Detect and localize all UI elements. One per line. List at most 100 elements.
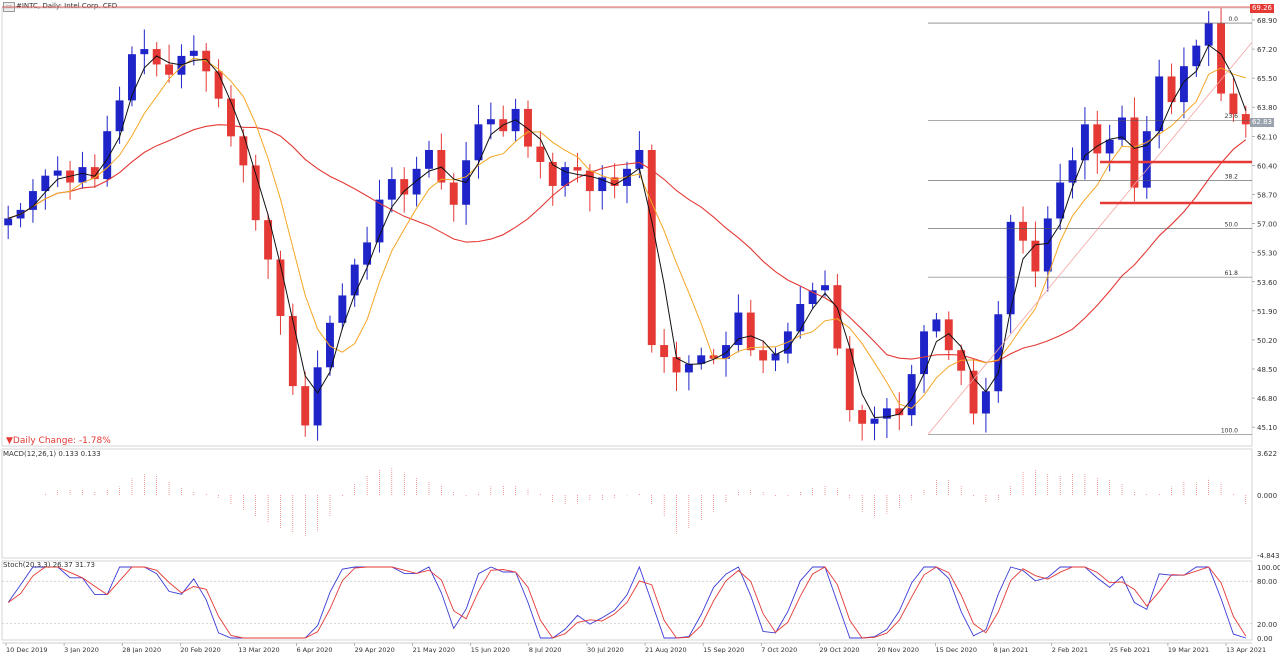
candle-body: [41, 175, 50, 192]
candle-body: [771, 353, 780, 361]
candle-body: [189, 50, 198, 56]
candle-body: [660, 345, 669, 358]
candle-body: [152, 49, 161, 65]
candle-body: [301, 386, 310, 426]
candle-body: [684, 363, 693, 373]
y-axis-tick-label: 55.30: [1257, 250, 1277, 258]
ma-fast-line: [8, 44, 1247, 419]
x-axis-tick-label: 10 Dec 2019: [6, 646, 48, 653]
x-axis-tick-label: 13 Mar 2020: [238, 646, 279, 653]
fib-level-label: 100.0: [1221, 427, 1238, 434]
y-axis-tick-label: 67.20: [1257, 46, 1277, 54]
candle-body: [833, 285, 842, 349]
current-price-tag: 62.83: [1249, 118, 1274, 127]
candle-body: [808, 290, 817, 304]
candle-body: [1142, 131, 1151, 188]
y-axis-tick-label: 68.90: [1257, 17, 1277, 25]
candle-body: [1192, 45, 1201, 67]
candle-body: [239, 136, 248, 166]
candle-body: [1241, 114, 1250, 125]
candle-body: [759, 350, 768, 361]
daily-change-text: Daily Change: -1.78%: [12, 436, 111, 446]
x-axis-tick-label: 29 Oct 2020: [819, 646, 859, 653]
fib-level-label: 38.2: [1225, 173, 1239, 180]
candle-body: [276, 259, 285, 316]
candle-body: [28, 191, 37, 210]
x-axis-tick-label: 25 Feb 2021: [1110, 646, 1150, 653]
x-axis-tick-label: 6 Apr 2020: [296, 646, 332, 653]
candle-body: [1056, 182, 1065, 219]
candle-body: [524, 108, 532, 147]
candle-body: [870, 418, 879, 424]
candle-body: [585, 170, 594, 192]
candle-body: [709, 355, 718, 359]
candle-body: [326, 322, 334, 368]
candle-body: [882, 408, 891, 419]
macd-tick-label: -4.843: [1257, 552, 1280, 560]
candle-body: [486, 119, 495, 125]
candle-body: [1229, 93, 1238, 115]
candle-body: [1093, 124, 1102, 154]
x-axis-tick-label: 28 Jan 2020: [122, 646, 161, 653]
ma-mid-line: [8, 57, 1246, 409]
stoch-tick-label: 100.00: [1257, 564, 1280, 572]
candle-body: [165, 64, 174, 75]
candle-body: [895, 408, 904, 416]
candle-body: [1031, 240, 1040, 272]
candle-body: [127, 54, 136, 101]
candle-body: [920, 331, 928, 375]
candle-body: [1043, 218, 1052, 272]
candle-body: [350, 264, 359, 296]
candle-body: [115, 100, 124, 132]
candle-body: [264, 220, 273, 260]
candle-body: [932, 319, 941, 332]
down-arrow-icon: ▼: [6, 436, 13, 446]
macd-tick-label: 3.622: [1257, 450, 1277, 458]
y-axis-tick-label: 50.20: [1257, 337, 1277, 345]
candle-body: [90, 167, 99, 180]
chart-title: #INTC, Daily: Intel Corp. CFD: [16, 2, 118, 10]
candle-body: [1155, 76, 1164, 132]
candle-body: [598, 177, 607, 192]
y-axis-tick-label: 57.00: [1257, 221, 1277, 229]
candle-body: [1080, 124, 1089, 161]
fib-level-label: 61.8: [1225, 270, 1239, 277]
candle-body: [561, 167, 570, 186]
macd-label: MACD(12,26,1) 0.133 0.133: [3, 450, 101, 458]
x-axis-tick-label: 2 Feb 2021: [1052, 646, 1088, 653]
candle-body: [746, 312, 755, 351]
candle-body: [1118, 117, 1127, 140]
y-axis-tick-label: 48.50: [1257, 366, 1277, 374]
x-axis-tick-label: 30 Jul 2020: [587, 646, 624, 653]
daily-change-label: ▼Daily Change: -1.78%: [6, 436, 111, 446]
candle-body: [697, 355, 706, 364]
candle-body: [474, 124, 483, 161]
y-axis-tick-label: 65.50: [1257, 75, 1277, 83]
candle-body: [449, 182, 458, 205]
y-axis-tick-label: 63.80: [1257, 104, 1277, 112]
stoch-pane-frame: [1, 560, 1253, 641]
x-axis-tick-label: 15 Dec 2020: [936, 646, 978, 653]
candle-body: [1167, 76, 1176, 103]
y-axis-tick-label: 45.10: [1257, 424, 1277, 432]
x-axis-tick-label: 3 Jan 2020: [64, 646, 99, 653]
fib-level-label: 23.6: [1225, 113, 1239, 120]
candle-body: [1105, 139, 1114, 154]
candle-body: [4, 218, 13, 226]
candle-body: [548, 161, 557, 186]
x-axis-tick-label: 21 Aug 2020: [645, 646, 687, 653]
x-axis-tick-label: 15 Jun 2020: [471, 646, 510, 653]
candle-body: [375, 199, 384, 243]
stoch-tick-label: 0.00: [1257, 635, 1273, 643]
candle-body: [251, 165, 260, 221]
stoch-main-line: [7, 565, 1246, 639]
x-axis-tick-label: 19 Mar 2021: [1168, 646, 1209, 653]
candle-body: [610, 177, 619, 186]
candle-body: [796, 303, 805, 332]
candle-body: [1068, 160, 1077, 183]
candle-body: [821, 285, 829, 291]
candle-body: [140, 49, 149, 55]
candle-body: [1019, 221, 1027, 241]
